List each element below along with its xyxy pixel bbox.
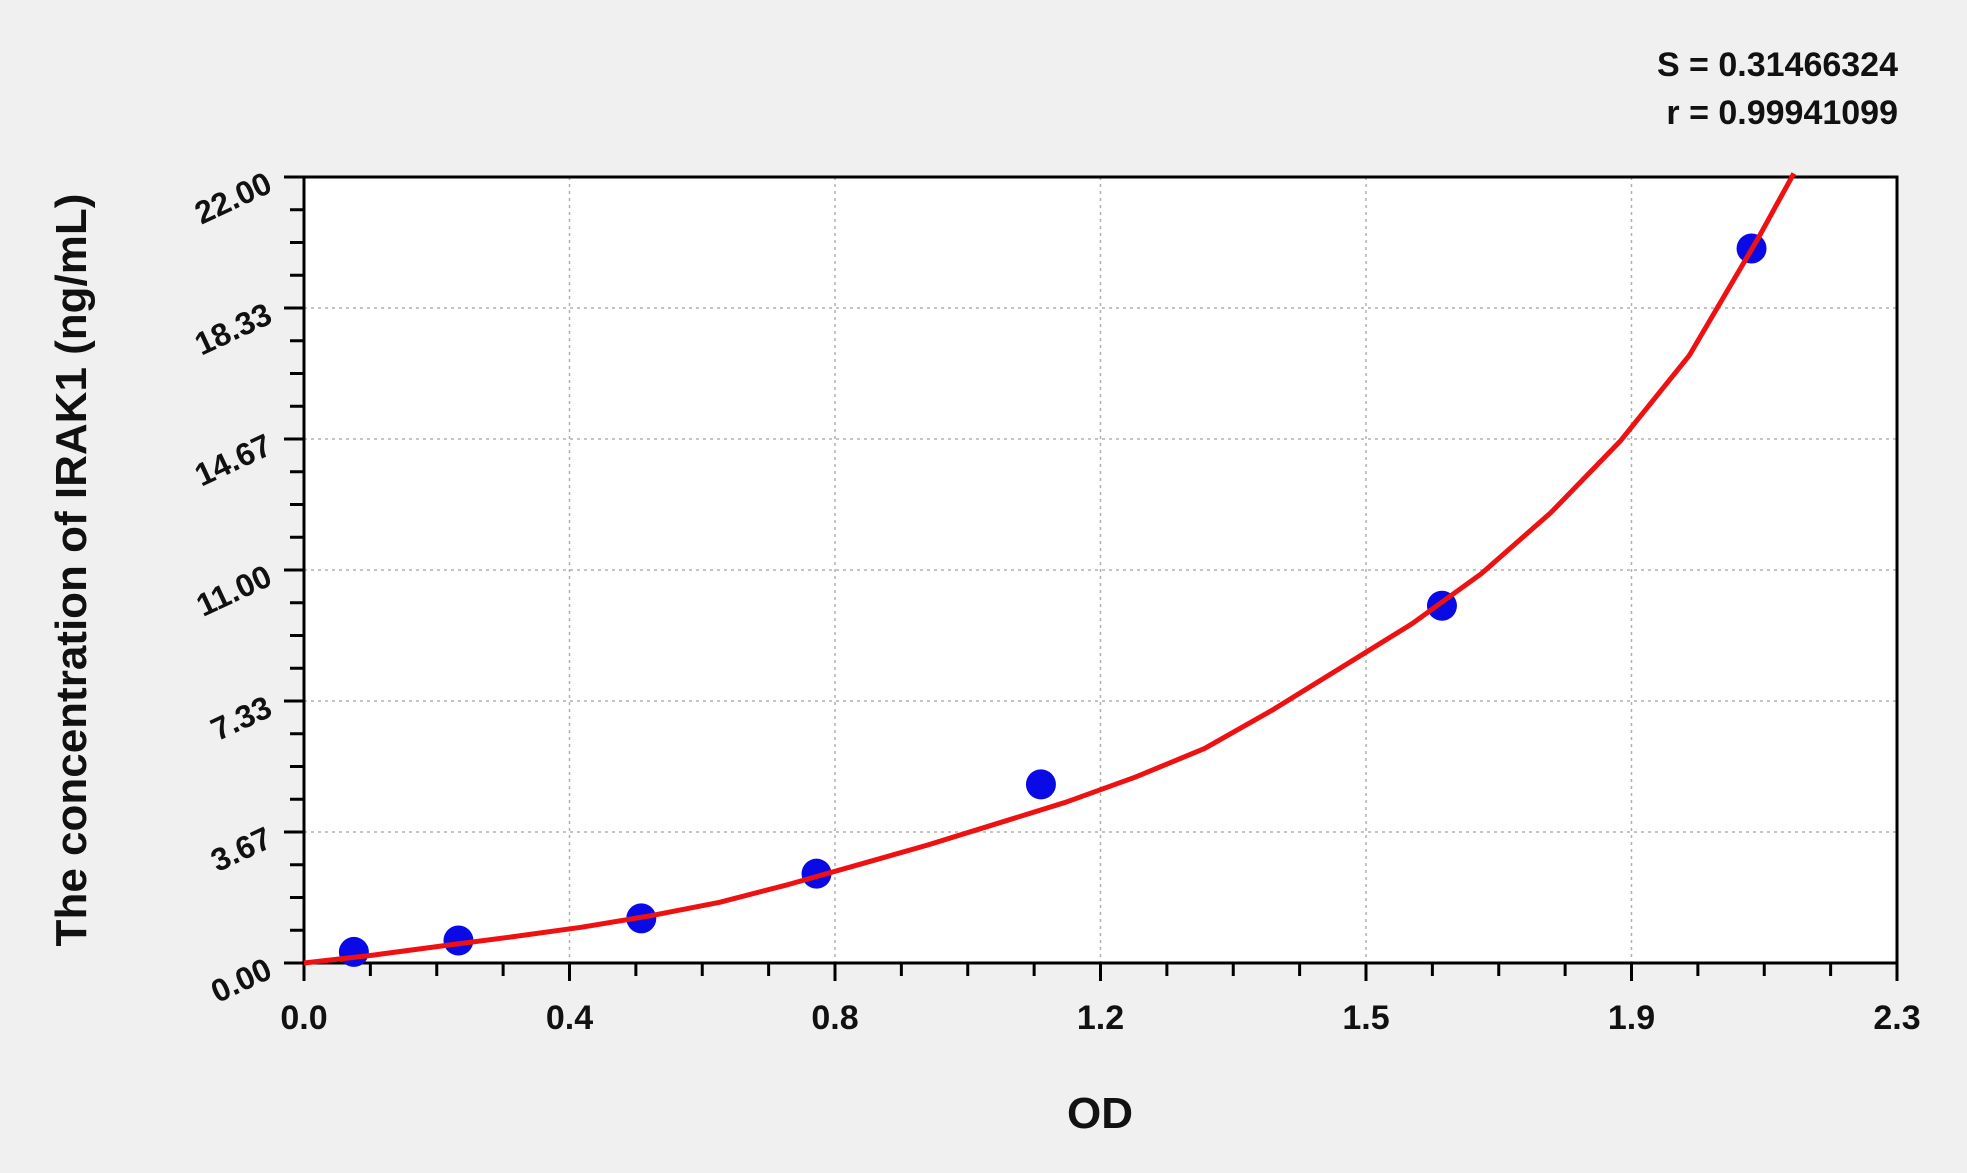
annotation-s: S = 0.31466324 (1657, 46, 1898, 84)
y-tick-label: 11.00 (191, 558, 277, 624)
x-tick-label: 2.3 (1873, 999, 1920, 1037)
y-tick-label: 18.33 (189, 296, 277, 362)
x-tick-label: 1.9 (1608, 999, 1655, 1037)
x-tick-labels: 0.0 0.4 0.8 1.2 1.5 1.9 2.3 (280, 999, 1920, 1037)
y-tick-label: 14.67 (189, 427, 277, 493)
data-point (338, 936, 369, 967)
y-tick-labels: 0.00 3.67 7.33 11.00 14.67 18.33 22.00 (189, 165, 277, 1010)
x-tick-label: 0.4 (546, 999, 593, 1037)
fit-curve (303, 172, 1796, 966)
x-tick-label: 0.0 (280, 999, 327, 1037)
plot-frame (302, 175, 1899, 965)
data-point (443, 925, 474, 956)
annotation-r: r = 0.99941099 (1666, 94, 1898, 132)
x-tick-label: 1.5 (1342, 999, 1389, 1037)
y-axis-label: The concentration of IRAK1 (ng/mL) (47, 194, 96, 947)
x-tick-label: 0.8 (811, 999, 858, 1037)
y-tick-label: 22.00 (189, 165, 277, 231)
y-tick-label: 7.33 (205, 689, 277, 748)
y-tick-label: 3.67 (205, 820, 277, 879)
grid (304, 177, 1897, 963)
y-tick-label: 0.00 (205, 951, 277, 1010)
x-tick-label: 1.2 (1077, 999, 1124, 1037)
axis-ticks (284, 175, 1899, 981)
data-point (1025, 769, 1056, 800)
x-axis-label: OD (1067, 1089, 1133, 1138)
